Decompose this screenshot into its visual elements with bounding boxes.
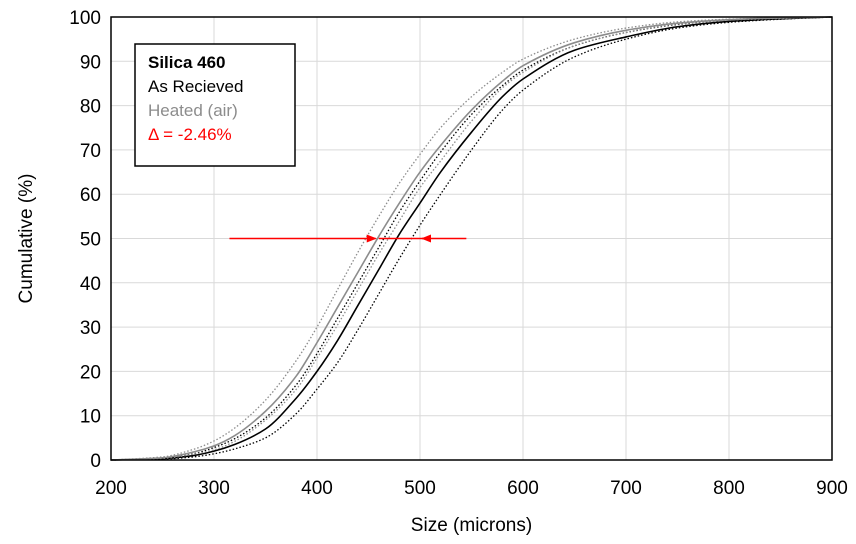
series-group	[110, 16, 833, 461]
series-line-5	[110, 16, 833, 461]
y-tick-label: 80	[80, 97, 101, 118]
y-tick-label: 0	[90, 451, 101, 472]
y-tick-label: 70	[80, 141, 101, 162]
y-tick-labels: 0 10 20 30 40 50 60 70 80 90 100	[69, 8, 101, 472]
y-tick-label: 20	[80, 362, 101, 383]
series-line-3	[110, 16, 833, 461]
y-tick-label: 90	[80, 52, 101, 73]
x-tick-label: 600	[507, 478, 539, 499]
x-tick-label: 400	[301, 478, 333, 499]
series-line-4	[110, 16, 833, 461]
legend-delta-annotation: Δ = -2.46%	[148, 125, 232, 144]
x-tick-label: 500	[404, 478, 436, 499]
legend-box: Silica 460 As Recieved Heated (air) Δ = …	[134, 43, 296, 167]
legend-entry-heated-air: Heated (air)	[148, 101, 238, 120]
y-axis-title: Cumulative (%)	[16, 174, 37, 304]
plot-frame	[110, 16, 833, 461]
x-tick-label: 900	[816, 478, 848, 499]
y-tick-label: 10	[80, 407, 101, 428]
x-tick-label: 800	[713, 478, 745, 499]
y-tick-label: 100	[69, 8, 101, 29]
y-tick-label: 60	[80, 185, 101, 206]
x-axis-title: Size (microns)	[411, 515, 532, 536]
x-tick-label: 300	[198, 478, 230, 499]
y-tick-label: 30	[80, 318, 101, 339]
x-tick-labels: 200 300 400 500 600 700 800 900	[95, 478, 848, 499]
x-tick-label: 200	[95, 478, 127, 499]
legend-title: Silica 460	[148, 53, 226, 72]
y-tick-label: 50	[80, 230, 101, 251]
x-tick-label: 700	[610, 478, 642, 499]
y-tick-label: 40	[80, 274, 101, 295]
grid	[110, 16, 833, 461]
legend-entry-as-received: As Recieved	[148, 77, 243, 96]
series-line-0	[110, 16, 833, 461]
